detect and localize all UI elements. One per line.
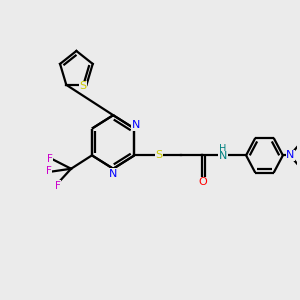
- Text: N: N: [109, 169, 117, 178]
- Text: F: F: [55, 181, 61, 190]
- Text: S: S: [155, 150, 163, 160]
- Text: N: N: [131, 120, 140, 130]
- Text: F: F: [46, 167, 52, 176]
- Text: O: O: [198, 177, 207, 187]
- Text: N: N: [219, 151, 227, 161]
- Text: F: F: [47, 154, 53, 164]
- Text: N: N: [286, 150, 294, 161]
- Text: S: S: [79, 81, 86, 91]
- Text: H: H: [219, 145, 226, 154]
